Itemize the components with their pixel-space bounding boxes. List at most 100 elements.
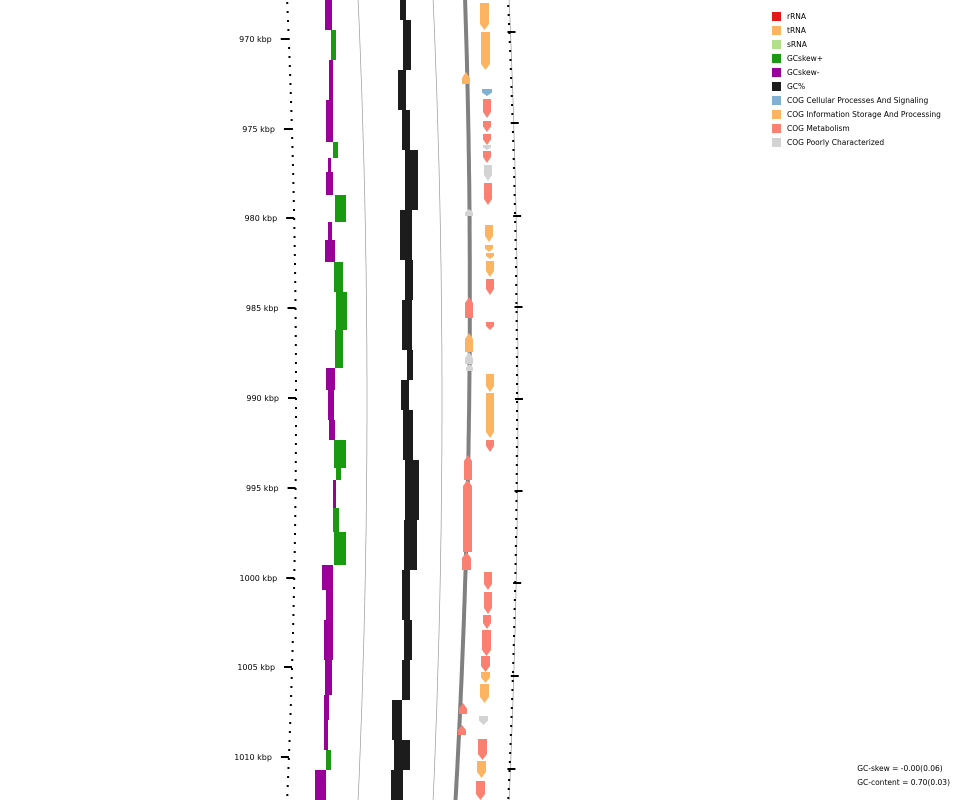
minor-tick-right [514,239,517,241]
major-tick-right [510,122,519,124]
gc-skew-negative-segment [325,240,335,262]
minor-tick-left [293,263,296,265]
minor-tick-right [515,275,518,277]
legend-label: GCskew- [787,67,820,77]
gene-arrow [483,145,491,150]
scale-label: 1010 kbp [234,753,272,762]
minor-tick-right [509,752,512,754]
gc-skew-negative-segment [329,420,335,440]
gc-content-segment [403,20,411,70]
minor-tick-right [512,149,515,151]
gc-content-segment [402,570,410,620]
minor-tick-left [291,650,294,652]
gc-content-segment [391,770,403,800]
minor-tick-right [515,338,518,340]
gc-skew-track [315,0,347,800]
minor-tick-right [513,608,516,610]
minor-tick-right [507,788,510,790]
legend-swatch [772,109,781,119]
gene-arrow [484,572,492,590]
gene-arrow [486,374,494,392]
minor-tick-left [293,542,296,544]
minor-tick-left [293,218,296,220]
gene-arrow [485,225,493,242]
gc-content-segment [398,70,406,110]
gc-skew-stat: GC-skew = -0.00(0.06) [857,764,943,773]
minor-tick-left [291,137,294,139]
statistics: GC-skew = -0.00(0.06) GC-content = 0.70(… [857,764,950,792]
minor-tick-left [286,794,289,796]
legend-label: rRNA [787,11,807,21]
minor-tick-left [294,443,297,445]
minor-tick-right [515,473,518,475]
gc-content-segment [405,460,419,520]
major-tick-right [507,768,516,770]
minor-tick-left [290,686,293,688]
minor-tick-right [515,419,518,421]
minor-tick-left [292,173,295,175]
minor-tick-left [291,659,294,661]
minor-tick-left [294,452,297,454]
minor-tick-right [513,617,516,619]
scale-label: 985 kbp [246,304,279,313]
minor-tick-left [293,236,296,238]
gene-arrow [463,480,472,552]
minor-tick-right [515,446,518,448]
minor-tick-right [514,572,517,574]
legend-item-cog-information: COG Information Storage And Processing [772,107,941,121]
minor-tick-right [511,671,514,673]
gene-arrow [477,761,486,778]
gc-content-stat: GC-content = 0.70(0.03) [857,778,950,787]
legend-label: GC% [787,81,806,91]
minor-tick-right [507,797,510,799]
gc-skew-negative-segment [328,222,332,240]
gene-arrow [481,672,490,683]
minor-tick-right [514,563,517,565]
major-tick-right [510,675,519,677]
gc-skew-positive-segment [334,440,346,468]
gene-arrow [465,297,473,318]
gene-arrow [483,99,491,118]
minor-tick-left [294,533,297,535]
gene-arrow [486,322,494,330]
minor-tick-right [515,311,518,313]
legend-item-gcskew-plus: GCskew+ [772,51,941,65]
legend-swatch [772,81,781,91]
minor-tick-right [513,599,516,601]
minor-tick-right [511,113,514,115]
gc-content-segment [402,300,412,350]
scale-label: 1005 kbp [237,663,275,672]
feature-tracks [458,3,494,800]
minor-tick-right [515,365,518,367]
minor-tick-left [290,668,293,670]
legend-label: tRNA [787,25,806,35]
gc-skew-negative-segment [325,660,332,695]
minor-tick-right [514,590,517,592]
legend-item-cog-poorly: COG Poorly Characterized [772,135,941,149]
minor-tick-right [515,284,518,286]
minor-tick-left [294,398,297,400]
minor-tick-right [512,644,515,646]
minor-tick-left [294,353,297,355]
minor-tick-left [294,272,297,274]
minor-tick-right [515,293,518,295]
gc-skew-positive-segment [334,262,343,292]
gc-content-track [391,0,419,800]
minor-tick-right [509,734,512,736]
minor-tick-left [294,497,297,499]
minor-tick-right [515,401,518,403]
gene-arrow [483,151,491,163]
minor-tick-left [288,749,291,751]
minor-tick-left [290,695,293,697]
minor-tick-right [512,653,515,655]
minor-tick-right [515,428,518,430]
minor-tick-right [513,194,516,196]
minor-tick-right [510,725,513,727]
minor-tick-left [294,290,297,292]
major-tick [280,756,289,758]
minor-tick-left [294,479,297,481]
minor-tick-right [514,554,517,556]
gene-arrow [483,615,491,629]
gc-skew-negative-segment [322,565,333,590]
gene-arrow [465,352,473,364]
